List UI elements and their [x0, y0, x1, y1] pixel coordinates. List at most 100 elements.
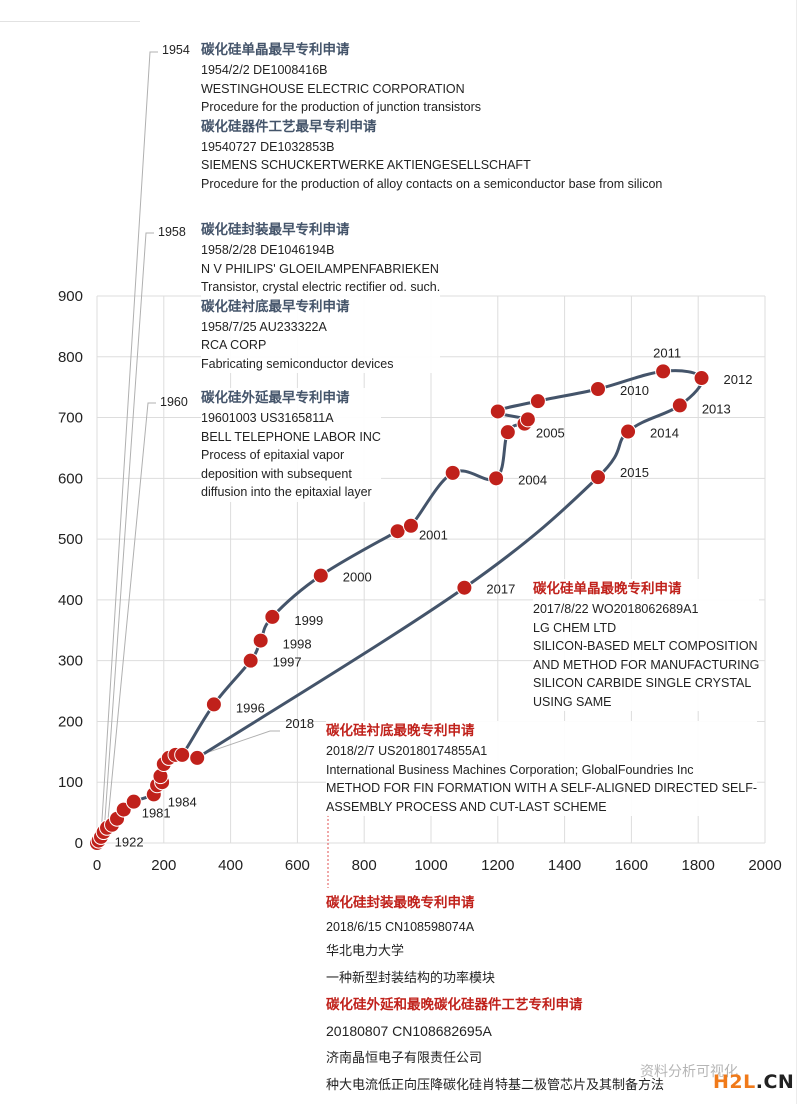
- year-label: 1999: [294, 613, 323, 628]
- data-point: [125, 793, 142, 810]
- callout-year-label: 1958: [158, 225, 186, 239]
- callout-heading: 碳化硅衬底最晚专利申请: [326, 723, 475, 739]
- x-tick-label: 2000: [748, 857, 781, 874]
- callout-line: WESTINGHOUSE ELECTRIC CORPORATION: [201, 81, 465, 96]
- year-label: 2017: [486, 582, 515, 597]
- data-points: [89, 363, 710, 851]
- x-tick-label: 800: [352, 857, 377, 874]
- data-point: [519, 411, 536, 428]
- callout-line: Procedure for the production of junction…: [201, 100, 482, 114]
- site-logo: H2L.CN: [713, 1071, 794, 1093]
- year-label: 1922: [115, 835, 144, 850]
- year-label: 2001: [419, 528, 448, 543]
- callout-line: SILICON-BASED MELT COMPOSITION: [533, 639, 758, 653]
- year-label: 2011: [653, 345, 681, 360]
- callout-1954: 碳化硅单晶最早专利申请 1954/2/2 DE1008416B WESTINGH…: [201, 40, 663, 193]
- callout-2017: 碳化硅单晶最晚专利申请 2017/8/22 WO2018062689A1 LG …: [533, 579, 760, 711]
- callout-line: 2018/2/7 US20180174855A1: [326, 744, 488, 758]
- callout-heading: 碳化硅外延和最晚碳化硅器件工艺专利申请: [326, 997, 583, 1013]
- callout-line: 2018/6/15 CN108598074A: [326, 920, 475, 934]
- callout-heading: 碳化硅器件工艺最早专利申请: [201, 118, 377, 135]
- y-tick-label: 200: [58, 713, 83, 730]
- callout-line: 1954/2/2 DE1008416B: [201, 63, 328, 77]
- x-tick-label: 1400: [548, 857, 581, 874]
- callout-applicant: 华北电力大学: [326, 944, 405, 959]
- data-point: [444, 464, 461, 481]
- y-tick-label: 500: [58, 531, 83, 548]
- year-label: 1984: [168, 794, 197, 809]
- year-label: 1981: [142, 806, 171, 821]
- callout-line: 1958/7/25 AU233322A: [201, 319, 327, 334]
- data-point: [456, 579, 473, 596]
- callout-heading: 碳化硅单晶最晚专利申请: [533, 581, 682, 597]
- x-axis-ticks: 0 200 400 600 800 1000 1200 1400 1600 1800 2000: [93, 857, 782, 874]
- year-label: 1996: [236, 700, 265, 715]
- callout-line: RCA CORP: [201, 338, 267, 352]
- data-point: [312, 567, 329, 584]
- year-label: 2013: [702, 401, 731, 416]
- callout-applicant: 济南晶恒电子有限责任公司: [326, 1051, 483, 1066]
- y-tick-label: 100: [58, 774, 83, 791]
- logo-orange: H2L: [713, 1071, 756, 1093]
- callout-1960-year: 1960: [160, 393, 188, 412]
- year-label: 2000: [343, 570, 372, 585]
- x-tick-label: 600: [285, 857, 310, 874]
- leader-line: [100, 51, 158, 837]
- callout-line: 20180807 CN108682695A: [326, 1023, 492, 1039]
- callout-line: 19601003 US3165811A: [201, 411, 334, 425]
- data-point: [590, 380, 606, 397]
- callout-line: Procedure for the production of alloy co…: [201, 176, 663, 191]
- callout-patent-title: 一种新型封装结构的功率模块: [326, 971, 496, 986]
- year-label: 1998: [283, 637, 312, 652]
- callout-line: METHOD FOR FIN FORMATION WITH A SELF-ALI…: [326, 781, 758, 795]
- data-point: [205, 696, 222, 713]
- data-point: [655, 363, 672, 380]
- x-tick-label: 1200: [481, 857, 514, 874]
- callout-line: BELL TELEPHONE LABOR INC: [201, 429, 381, 444]
- x-tick-label: 200: [151, 857, 176, 874]
- callout-heading: 碳化硅封装最早专利申请: [201, 222, 350, 238]
- callout-heading: 碳化硅衬底最早专利申请: [201, 298, 350, 315]
- year-label: 2004: [518, 472, 547, 487]
- callout-1958: 碳化硅封装最早专利申请 1958/2/28 DE1046194B N V PHI…: [201, 220, 441, 373]
- year-label: 1997: [273, 655, 302, 670]
- callout-line: SILICON CARBIDE SINGLE CRYSTAL: [533, 676, 752, 690]
- callout-line: 1958/2/28 DE1046194B: [201, 243, 335, 257]
- callout-line: Fabricating semiconductor devices: [201, 356, 394, 371]
- leader-line: [103, 232, 154, 834]
- callout-heading: 碳化硅单晶最早专利申请: [201, 42, 350, 58]
- callout-line: diffusion into the epitaxial layer: [201, 485, 372, 499]
- watermark-text: 资料分析可视化: [640, 1064, 738, 1080]
- callout-1958-year: 1958: [158, 223, 186, 242]
- right-border-line: [796, 0, 797, 1104]
- callout-package-latest: 碳化硅封装最晚专利申请 2018/6/15 CN108598074A 华北电力大…: [326, 890, 664, 1099]
- callout-1954-year: 1954: [162, 41, 190, 60]
- y-tick-label: 700: [58, 410, 83, 427]
- callout-line: 19540727 DE1032853B: [201, 139, 335, 154]
- callout-line: Process of epitaxial vapor: [201, 448, 345, 462]
- x-tick-label: 1800: [682, 857, 715, 874]
- callout-line: USING SAME: [533, 694, 612, 709]
- callout-line: International Business Machines Corporat…: [326, 762, 694, 777]
- callout-year-label: 1960: [160, 395, 188, 409]
- top-border-line: [0, 21, 140, 22]
- year-label: 2015: [620, 465, 649, 480]
- year-label: 2014: [650, 426, 679, 441]
- data-point: [174, 746, 191, 763]
- data-point: [402, 517, 419, 534]
- y-tick-label: 300: [58, 653, 83, 670]
- callout-heading: 碳化硅封装最晚专利申请: [326, 895, 475, 911]
- callout-line: ASSEMBLY PROCESS AND CUT-LAST SCHEME: [326, 799, 607, 814]
- year-label: 2005: [536, 425, 565, 440]
- data-point: [252, 632, 269, 649]
- data-point: [264, 608, 281, 625]
- leader-line-2018: [203, 730, 280, 755]
- callout-line: deposition with subsequent: [201, 466, 352, 481]
- callout-2018-substrate: 碳化硅衬底最晚专利申请 2018/2/7 US20180174855A1 Int…: [326, 721, 758, 816]
- year-label: 2010: [620, 383, 649, 398]
- data-point: [499, 424, 516, 441]
- callout-1960: 碳化硅外延最早专利申请 19601003 US3165811A BELL TEL…: [201, 388, 381, 502]
- y-tick-label: 400: [58, 592, 83, 609]
- year-label: 2018: [285, 716, 314, 731]
